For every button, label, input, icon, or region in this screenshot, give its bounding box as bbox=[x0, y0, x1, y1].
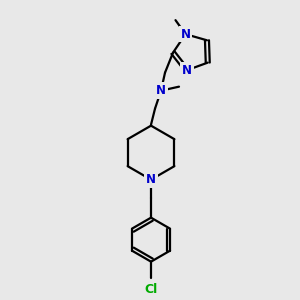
Text: N: N bbox=[181, 28, 190, 40]
Text: N: N bbox=[156, 84, 166, 97]
Text: N: N bbox=[146, 173, 156, 186]
Text: N: N bbox=[182, 64, 192, 77]
Text: Cl: Cl bbox=[144, 283, 158, 296]
